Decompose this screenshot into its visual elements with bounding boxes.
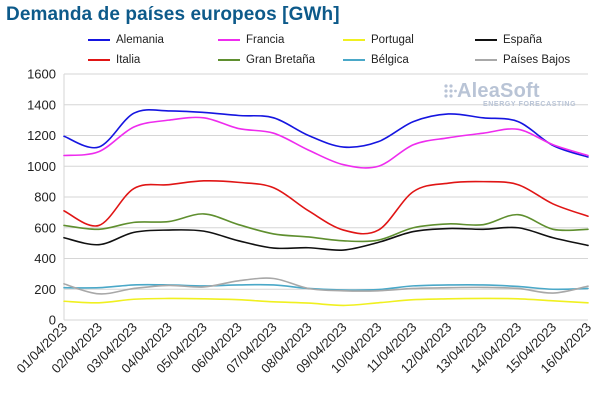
y-tick-label: 1000	[27, 159, 56, 174]
y-tick-label: 200	[34, 282, 56, 297]
y-tick-label: 1400	[27, 97, 56, 112]
series-line-portugal	[63, 297, 589, 307]
legend-item-portugal: Portugal	[343, 34, 414, 46]
series-line-paises-bajos	[63, 277, 589, 295]
y-tick-label: 1600	[27, 67, 56, 82]
legend-item-alemania: Alemania	[88, 34, 164, 46]
legend-label-belgica: Bélgica	[371, 54, 409, 66]
series-line-italia	[63, 179, 589, 235]
legend-swatch-alemania	[88, 39, 110, 41]
legend-label-alemania: Alemania	[116, 34, 164, 46]
legend-label-gran-bretana: Gran Bretaña	[246, 54, 316, 66]
legend-item-italia: Italia	[88, 54, 140, 66]
legend-swatch-francia	[218, 39, 240, 41]
y-tick-label: 800	[34, 190, 56, 205]
legend-swatch-paises-bajos	[475, 59, 497, 61]
legend-item-paises-bajos: Países Bajos	[475, 54, 570, 66]
legend: Alemania Francia Portugal España Italia …	[0, 32, 600, 72]
y-tick-label: 1200	[27, 128, 56, 143]
legend-item-gran-bretana: Gran Bretaña	[218, 54, 315, 66]
legend-item-espana: España	[475, 34, 542, 46]
legend-swatch-belgica	[343, 59, 365, 61]
legend-swatch-portugal	[343, 39, 365, 41]
series-lines	[63, 109, 589, 307]
y-tick-label: 600	[34, 220, 56, 235]
legend-label-francia: Francia	[246, 34, 285, 46]
legend-label-italia: Italia	[116, 54, 141, 66]
series-line-francia	[63, 116, 589, 169]
legend-label-espana: España	[503, 34, 543, 46]
y-axis: 0 200 400 600 800 1000 1200 1400 1600	[27, 67, 56, 328]
legend-item-belgica: Bélgica	[343, 54, 409, 66]
y-tick-label: 400	[34, 251, 56, 266]
series-line-espana	[63, 226, 589, 252]
series-line-alemania	[63, 109, 589, 158]
chart-title: Demanda de países europeos [GWh]	[6, 4, 340, 25]
series-line-gran-bretana	[63, 213, 589, 243]
legend-label-paises-bajos: Países Bajos	[503, 54, 571, 66]
legend-swatch-italia	[88, 59, 110, 61]
x-axis: 01/04/202302/04/202303/04/202304/04/2023…	[13, 320, 594, 377]
legend-label-portugal: Portugal	[371, 34, 414, 46]
legend-item-francia: Francia	[218, 34, 284, 46]
y-tick-label: 0	[49, 313, 56, 328]
legend-swatch-gran-bretana	[218, 59, 240, 61]
legend-swatch-espana	[475, 39, 497, 41]
